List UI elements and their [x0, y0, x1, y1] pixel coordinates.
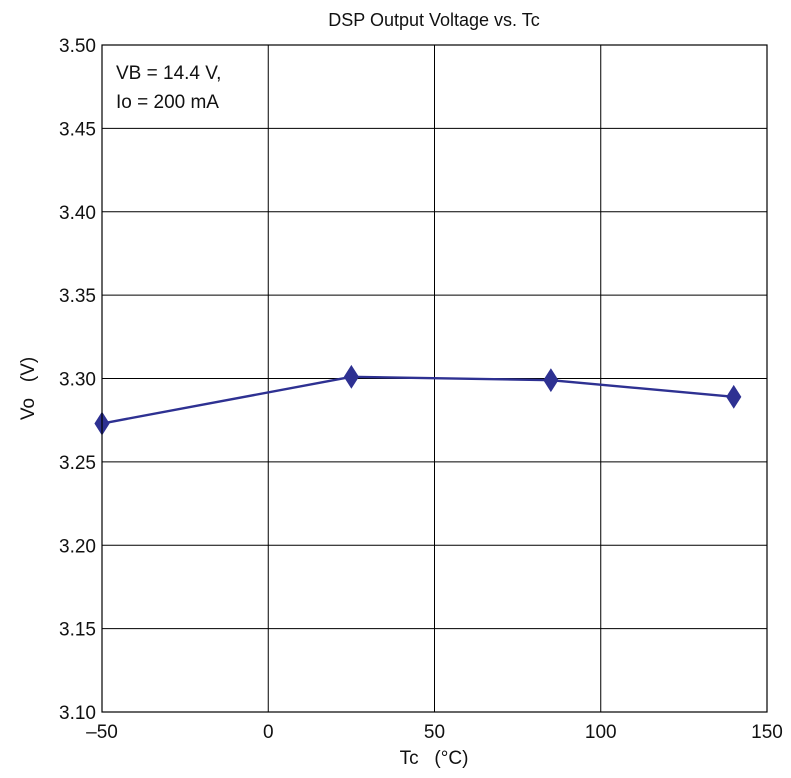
x-tick-label: 0 [263, 722, 274, 743]
x-tick-label: 100 [585, 722, 617, 743]
x-tick-label: 50 [424, 722, 445, 743]
series-layer [94, 364, 742, 436]
grid-lines [102, 45, 767, 712]
data-point-marker [343, 364, 359, 389]
plot-frame [101, 44, 768, 713]
annotation-box [104, 47, 264, 119]
annotation-line-io: Io = 200 mA [116, 92, 219, 113]
y-tick-label: 3.30 [59, 370, 96, 391]
chart-title: DSP Output Voltage vs. Tc [328, 10, 539, 30]
y-tick-label: 3.15 [59, 620, 96, 641]
y-tick-label: 3.35 [59, 286, 96, 307]
data-point-marker [726, 384, 742, 409]
x-tick-label: –50 [86, 722, 118, 743]
y-axis-title: Vo (V) [18, 357, 39, 420]
x-axis-title: Tc (°C) [400, 748, 469, 769]
tick-labels: –50 0 50 100 150 3.10 3.15 3.20 3.25 3.30 3.35 3.40… [59, 36, 783, 743]
x-tick-label: 150 [751, 722, 783, 743]
y-tick-label: 3.40 [59, 203, 96, 224]
series-line [101, 375, 734, 425]
y-tick-label: 3.25 [59, 453, 96, 474]
y-tick-label: 3.50 [59, 36, 96, 57]
y-tick-label: 3.45 [59, 119, 96, 140]
annotation-line-vb: VB = 14.4 V, [116, 63, 221, 84]
data-point-marker [543, 368, 559, 393]
y-tick-label: 3.20 [59, 536, 96, 557]
y-tick-label: 3.10 [59, 703, 96, 724]
